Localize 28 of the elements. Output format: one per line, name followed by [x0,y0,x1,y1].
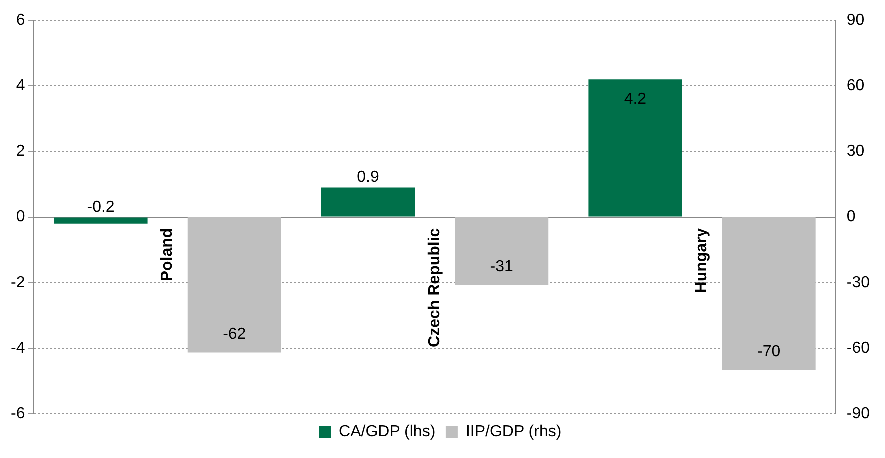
y-tick-label: -4 [10,340,26,357]
bar [588,80,682,217]
bar [321,188,416,217]
y-tick-label: -6 [10,405,26,422]
bar [54,218,148,224]
y-tick-label: 4 [16,78,26,95]
y-tick-label: 0 [16,208,26,226]
y2-tick-label: 30 [846,143,865,160]
data-label: -0.2 [87,199,115,216]
y2-tick-label: 60 [846,78,865,95]
data-label: -62 [223,326,246,344]
x-tick-label: Hungary [694,228,711,294]
data-label: -70 [758,344,781,361]
legend-label: IIP/GDP (rhs) [466,423,562,440]
y2-tick-label: -90 [846,405,870,422]
x-tick-label: Poland [159,228,176,282]
legend-label: CA/GDP (lhs) [339,423,436,440]
y2-tick-label: 90 [846,12,865,30]
data-label: 4.2 [624,91,647,108]
y-tick-label: 2 [16,143,26,160]
data-label: 0.9 [357,169,380,186]
data-label: -31 [490,258,514,276]
y-tick-label: -2 [10,274,26,292]
x-tick-label: Czech Republic [426,228,444,348]
y-tick-label: 6 [16,12,26,30]
y2-tick-label: -30 [846,274,870,292]
y2-tick-label: 0 [846,208,856,226]
y2-tick-label: -60 [846,340,870,357]
